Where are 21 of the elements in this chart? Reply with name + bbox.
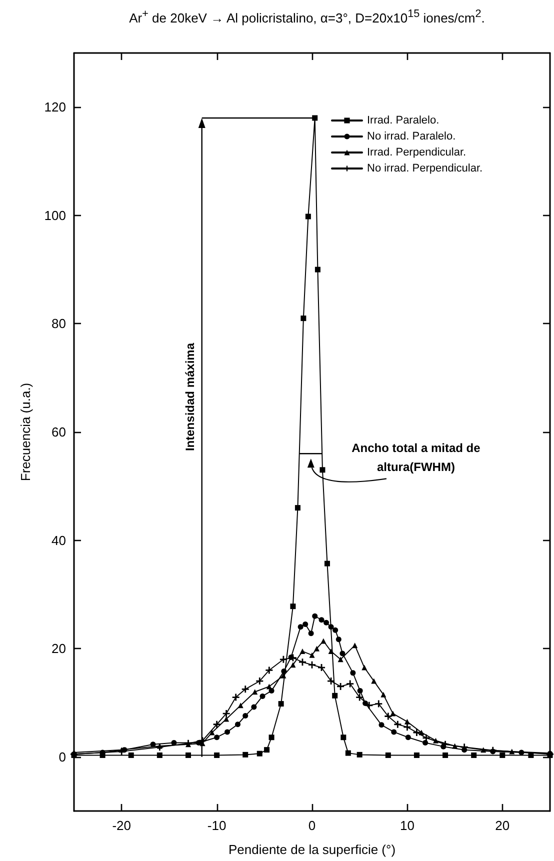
y-tick-label: 40 xyxy=(52,532,66,548)
x-tick-label: -10 xyxy=(207,818,226,833)
legend-label: No irrad. Perpendicular. xyxy=(367,162,483,174)
x-axis-title: Pendiente de la superficie (°) xyxy=(228,842,396,857)
legend-label: No irrad. Paralelo. xyxy=(367,130,456,142)
x-tick-label: 10 xyxy=(400,818,414,833)
y-tick-label: 80 xyxy=(52,316,66,332)
y-tick-label: 20 xyxy=(52,641,66,656)
y-axis-title: Frecuencia (u.a.) xyxy=(18,382,33,482)
annotation: Ancho total a mitad de altura(FWHM) xyxy=(350,440,482,476)
x-tick-label: 0 xyxy=(308,818,316,833)
y-tick-label: 60 xyxy=(52,424,66,440)
y-tick-label: 100 xyxy=(44,208,66,223)
y-tick-label: 120 xyxy=(44,100,66,115)
x-tick-label: 20 xyxy=(495,818,510,833)
chart-title: Ar$^{+}$ de 20keV → Al policristalino, α=3°, D=20x10$^{15}$ iones/cm$^{2}$. xyxy=(128,8,486,26)
annotation: Intensidad máxima xyxy=(182,343,197,452)
y-tick-label: 0 xyxy=(58,749,66,764)
legend-label: Irrad. Paralelo. xyxy=(367,114,440,126)
x-tick-label: -20 xyxy=(112,818,131,833)
legend-label: Irrad. Perpendicular. xyxy=(367,146,466,158)
